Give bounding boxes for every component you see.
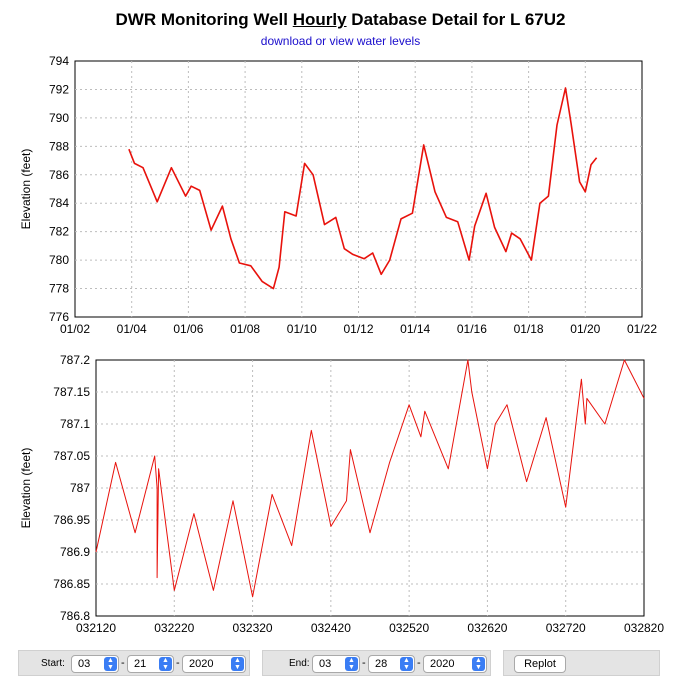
x-tick-label: 032520	[389, 621, 429, 635]
y-tick-label: 787.15	[53, 385, 90, 399]
end-separator-1: -	[362, 657, 366, 669]
start-control-group: Start: 03 ▲ ▼ - 21 ▲ ▼ - 2020 ▲ ▼	[18, 650, 250, 676]
start-year-select[interactable]: 2020 ▲ ▼	[182, 655, 246, 673]
y-axis-label: Elevation (feet)	[19, 448, 33, 529]
start-day-select[interactable]: 21 ▲ ▼	[127, 655, 174, 673]
y-tick-label: 786	[49, 168, 69, 182]
y-tick-label: 794	[49, 54, 69, 68]
y-tick-label: 780	[49, 253, 69, 267]
x-tick-label: 032220	[154, 621, 194, 635]
title-hourly: Hourly	[292, 10, 347, 29]
end-year-select[interactable]: 2020 ▲ ▼	[423, 655, 487, 673]
end-year-value: 2020	[430, 658, 455, 670]
start-day-value: 21	[134, 658, 147, 670]
end-day-select[interactable]: 28 ▲ ▼	[368, 655, 415, 673]
end-day-value: 28	[375, 658, 388, 670]
x-tick-label: 032420	[311, 621, 351, 635]
y-tick-label: 784	[49, 196, 69, 210]
x-tick-label: 01/02	[60, 322, 90, 336]
y-tick-label: 782	[49, 225, 69, 239]
x-tick-label: 032620	[467, 621, 507, 635]
x-tick-label: 01/20	[570, 322, 600, 336]
x-tick-label: 032820	[624, 621, 664, 635]
y-tick-label: 792	[49, 82, 69, 96]
end-label: End:	[289, 658, 310, 669]
start-separator-2: -	[176, 657, 180, 669]
x-tick-label: 01/16	[457, 322, 487, 336]
start-month-value: 03	[78, 658, 91, 670]
end-month-select[interactable]: 03 ▲ ▼	[312, 655, 360, 673]
start-label: Start:	[41, 658, 65, 669]
chevron-updown-icon: ▲ ▼	[159, 657, 172, 671]
detail-chart: 786.8 786.85 786.9 786.95 787 787.05 787.1 787.…	[19, 353, 664, 635]
x-tick-label: 01/12	[343, 322, 373, 336]
y-tick-label: 787.2	[60, 353, 90, 367]
chevron-updown-icon: ▲ ▼	[231, 657, 244, 671]
replot-button[interactable]: Replot	[514, 655, 566, 673]
y-tick-label: 788	[49, 139, 69, 153]
end-month-value: 03	[319, 658, 332, 670]
start-month-select[interactable]: 03 ▲ ▼	[71, 655, 119, 673]
start-separator-1: -	[121, 657, 125, 669]
x-tick-label: 01/04	[117, 322, 147, 336]
x-tick-label: 01/10	[287, 322, 317, 336]
chevron-updown-icon: ▲ ▼	[472, 657, 485, 671]
title-prefix: DWR Monitoring Well	[115, 10, 293, 29]
chevron-updown-icon: ▲ ▼	[345, 657, 358, 671]
y-tick-label: 787	[70, 481, 90, 495]
y-tick-label: 786.95	[53, 513, 90, 527]
x-tick-label: 01/14	[400, 322, 430, 336]
y-tick-label: 787.1	[60, 417, 90, 431]
replot-group: Replot	[503, 650, 660, 676]
start-year-value: 2020	[189, 658, 214, 670]
page-title: DWR Monitoring Well Hourly Database Deta…	[0, 10, 681, 30]
title-suffix: Database Detail for L 67U2	[346, 10, 566, 29]
chevron-updown-icon: ▲ ▼	[400, 657, 413, 671]
y-tick-label: 786.8	[60, 609, 90, 623]
end-control-group: End: 03 ▲ ▼ - 28 ▲ ▼ - 2020 ▲ ▼	[262, 650, 491, 676]
x-tick-label: 01/22	[627, 322, 657, 336]
download-link[interactable]: download or view water levels	[260, 34, 421, 48]
y-tick-label: 776	[49, 310, 69, 324]
series-line	[128, 87, 598, 290]
y-tick-label: 790	[49, 111, 69, 125]
x-tick-label: 01/18	[514, 322, 544, 336]
y-tick-label: 778	[49, 282, 69, 296]
end-separator-2: -	[417, 657, 421, 669]
y-tick-label: 786.85	[53, 577, 90, 591]
y-axis-label: Elevation (feet)	[19, 149, 33, 230]
y-tick-label: 786.9	[60, 545, 90, 559]
y-tick-label: 787.05	[53, 449, 90, 463]
x-tick-label: 01/08	[230, 322, 260, 336]
x-tick-label: 01/06	[173, 322, 203, 336]
chevron-updown-icon: ▲ ▼	[104, 657, 117, 671]
x-tick-label: 032320	[233, 621, 273, 635]
plot-frame	[74, 60, 643, 318]
overview-chart: 776 778 780 782 784 786 788 790 792 794 01/02 01/04…	[19, 54, 657, 336]
download-link-row: download or view water levels	[0, 34, 681, 48]
series-line	[95, 359, 645, 598]
x-tick-label: 032120	[76, 621, 116, 635]
x-tick-label: 032720	[546, 621, 586, 635]
